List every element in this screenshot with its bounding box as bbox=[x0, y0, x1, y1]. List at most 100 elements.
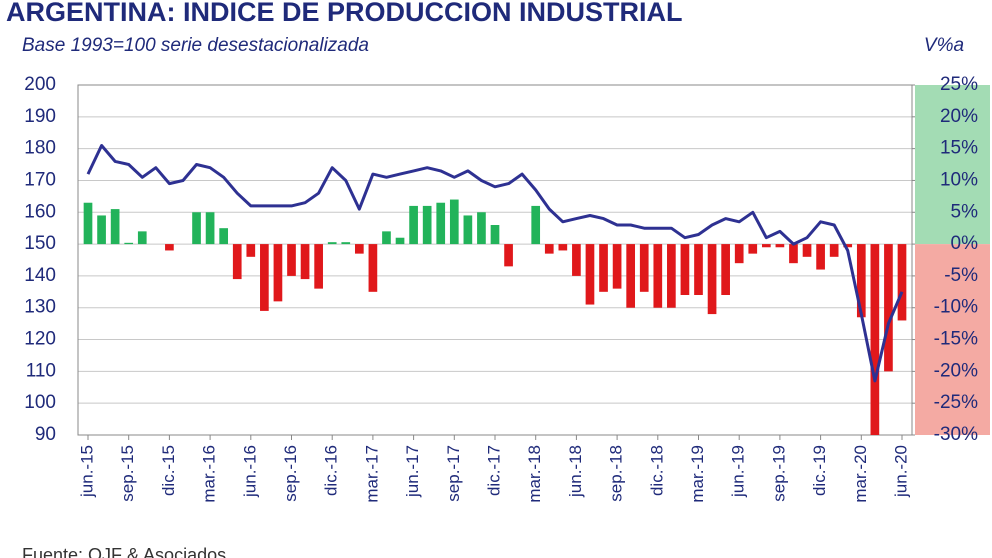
x-tick-label: dic.-17 bbox=[484, 445, 503, 496]
bar bbox=[449, 199, 459, 245]
y-tick-label: 110 bbox=[26, 360, 56, 381]
bar bbox=[477, 212, 486, 245]
bar bbox=[653, 244, 663, 308]
bar bbox=[97, 215, 106, 245]
bar bbox=[83, 202, 93, 245]
line bbox=[86, 144, 904, 383]
bar bbox=[572, 244, 581, 276]
bar bbox=[748, 244, 758, 254]
bar bbox=[558, 244, 568, 251]
x-tick-label: sep.-18 bbox=[607, 445, 626, 502]
bar bbox=[205, 212, 215, 245]
x-tick-label: jun.-19 bbox=[729, 445, 748, 498]
plot-frame bbox=[77, 84, 913, 436]
y2-tick-label: 20% bbox=[940, 106, 978, 127]
y2-axis-label: V%a bbox=[924, 35, 964, 56]
bar bbox=[707, 244, 717, 315]
bar bbox=[314, 244, 323, 289]
bar bbox=[639, 244, 649, 292]
y2-tick-label: -5% bbox=[944, 265, 978, 286]
y2-positive-band bbox=[915, 85, 990, 245]
bar bbox=[219, 228, 229, 245]
bar bbox=[531, 205, 541, 245]
bar bbox=[422, 205, 432, 245]
x-tick-label: mar.-20 bbox=[851, 445, 870, 503]
bar bbox=[354, 244, 364, 254]
bar bbox=[463, 215, 473, 245]
bar bbox=[884, 244, 893, 372]
bar bbox=[368, 244, 378, 292]
bar bbox=[721, 244, 730, 295]
bar bbox=[626, 244, 636, 308]
x-tick-label: mar.-17 bbox=[362, 445, 381, 503]
y2-tick-label: 15% bbox=[940, 138, 978, 159]
bar bbox=[260, 244, 269, 311]
x-tick-label: dic.-15 bbox=[159, 445, 178, 496]
x-tick-label: jun.-18 bbox=[566, 445, 585, 498]
bar bbox=[246, 244, 256, 257]
bar bbox=[287, 244, 296, 276]
bar bbox=[802, 244, 812, 257]
y2-tick-label: -30% bbox=[934, 424, 978, 445]
bar bbox=[341, 242, 351, 245]
bar bbox=[843, 244, 853, 248]
source: Fuente: OJF & Asociados bbox=[22, 545, 226, 558]
bar bbox=[490, 225, 500, 245]
y2-tick-label: 25% bbox=[940, 74, 978, 95]
bar bbox=[504, 244, 513, 267]
bar bbox=[165, 244, 174, 251]
x-tick-label: dic.-19 bbox=[810, 445, 829, 496]
y-tick-label: 140 bbox=[24, 265, 56, 286]
y2-tick-label: -25% bbox=[934, 392, 978, 413]
bar bbox=[897, 244, 907, 321]
y-tick-label: 160 bbox=[24, 201, 56, 222]
bar bbox=[829, 244, 839, 257]
bar bbox=[436, 202, 446, 245]
x-tick-label: mar.-18 bbox=[525, 445, 544, 503]
y2-tick-label: -20% bbox=[934, 360, 978, 381]
bar bbox=[789, 244, 798, 264]
x-tick-label: jun.-17 bbox=[403, 445, 422, 498]
y-tick-label: 180 bbox=[24, 138, 56, 159]
x-tick-label: mar.-16 bbox=[200, 445, 219, 503]
bar bbox=[680, 244, 690, 295]
x-tick-label: jun.-16 bbox=[240, 445, 259, 498]
y-tick-label: 90 bbox=[35, 424, 56, 445]
chart-subtitle: Base 1993=100 serie desestacionalizada bbox=[22, 35, 369, 56]
bar bbox=[856, 244, 866, 318]
y-tick-label: 200 bbox=[24, 74, 56, 95]
bar bbox=[124, 242, 134, 245]
bar bbox=[192, 212, 201, 245]
y-tick-label: 120 bbox=[24, 329, 56, 350]
bar bbox=[232, 244, 242, 280]
x-tick-label: jun.-15 bbox=[77, 445, 96, 498]
y-tick-label: 150 bbox=[24, 233, 56, 254]
chart-title: ARGENTINA: INDICE DE PRODUCCION INDUSTRI… bbox=[6, 0, 683, 27]
bar bbox=[544, 244, 554, 254]
y-tick-label: 100 bbox=[24, 392, 56, 413]
bar bbox=[395, 237, 405, 245]
bar bbox=[775, 244, 785, 248]
x-tick-label: sep.-15 bbox=[118, 445, 137, 502]
y2-tick-label: 0% bbox=[951, 233, 979, 254]
x-tick-label: sep.-17 bbox=[444, 445, 463, 502]
bar bbox=[761, 244, 771, 248]
bar bbox=[599, 244, 608, 292]
x-tick-label: mar.-19 bbox=[688, 445, 707, 503]
bar bbox=[409, 205, 418, 245]
bar bbox=[300, 244, 310, 280]
y-tick-label: 170 bbox=[24, 169, 56, 190]
y-tick-label: 130 bbox=[24, 297, 56, 318]
bar bbox=[382, 231, 391, 245]
bar bbox=[327, 242, 337, 245]
bar bbox=[273, 244, 283, 302]
x-tick-label: sep.-16 bbox=[281, 445, 300, 502]
y2-tick-label: -10% bbox=[934, 297, 978, 318]
bar bbox=[734, 244, 744, 264]
bar bbox=[667, 244, 676, 308]
bar bbox=[110, 209, 120, 245]
bar bbox=[816, 244, 825, 270]
bar bbox=[137, 231, 147, 245]
x-tick-label: sep.-19 bbox=[769, 445, 788, 502]
y2-tick-label: 10% bbox=[940, 169, 978, 190]
